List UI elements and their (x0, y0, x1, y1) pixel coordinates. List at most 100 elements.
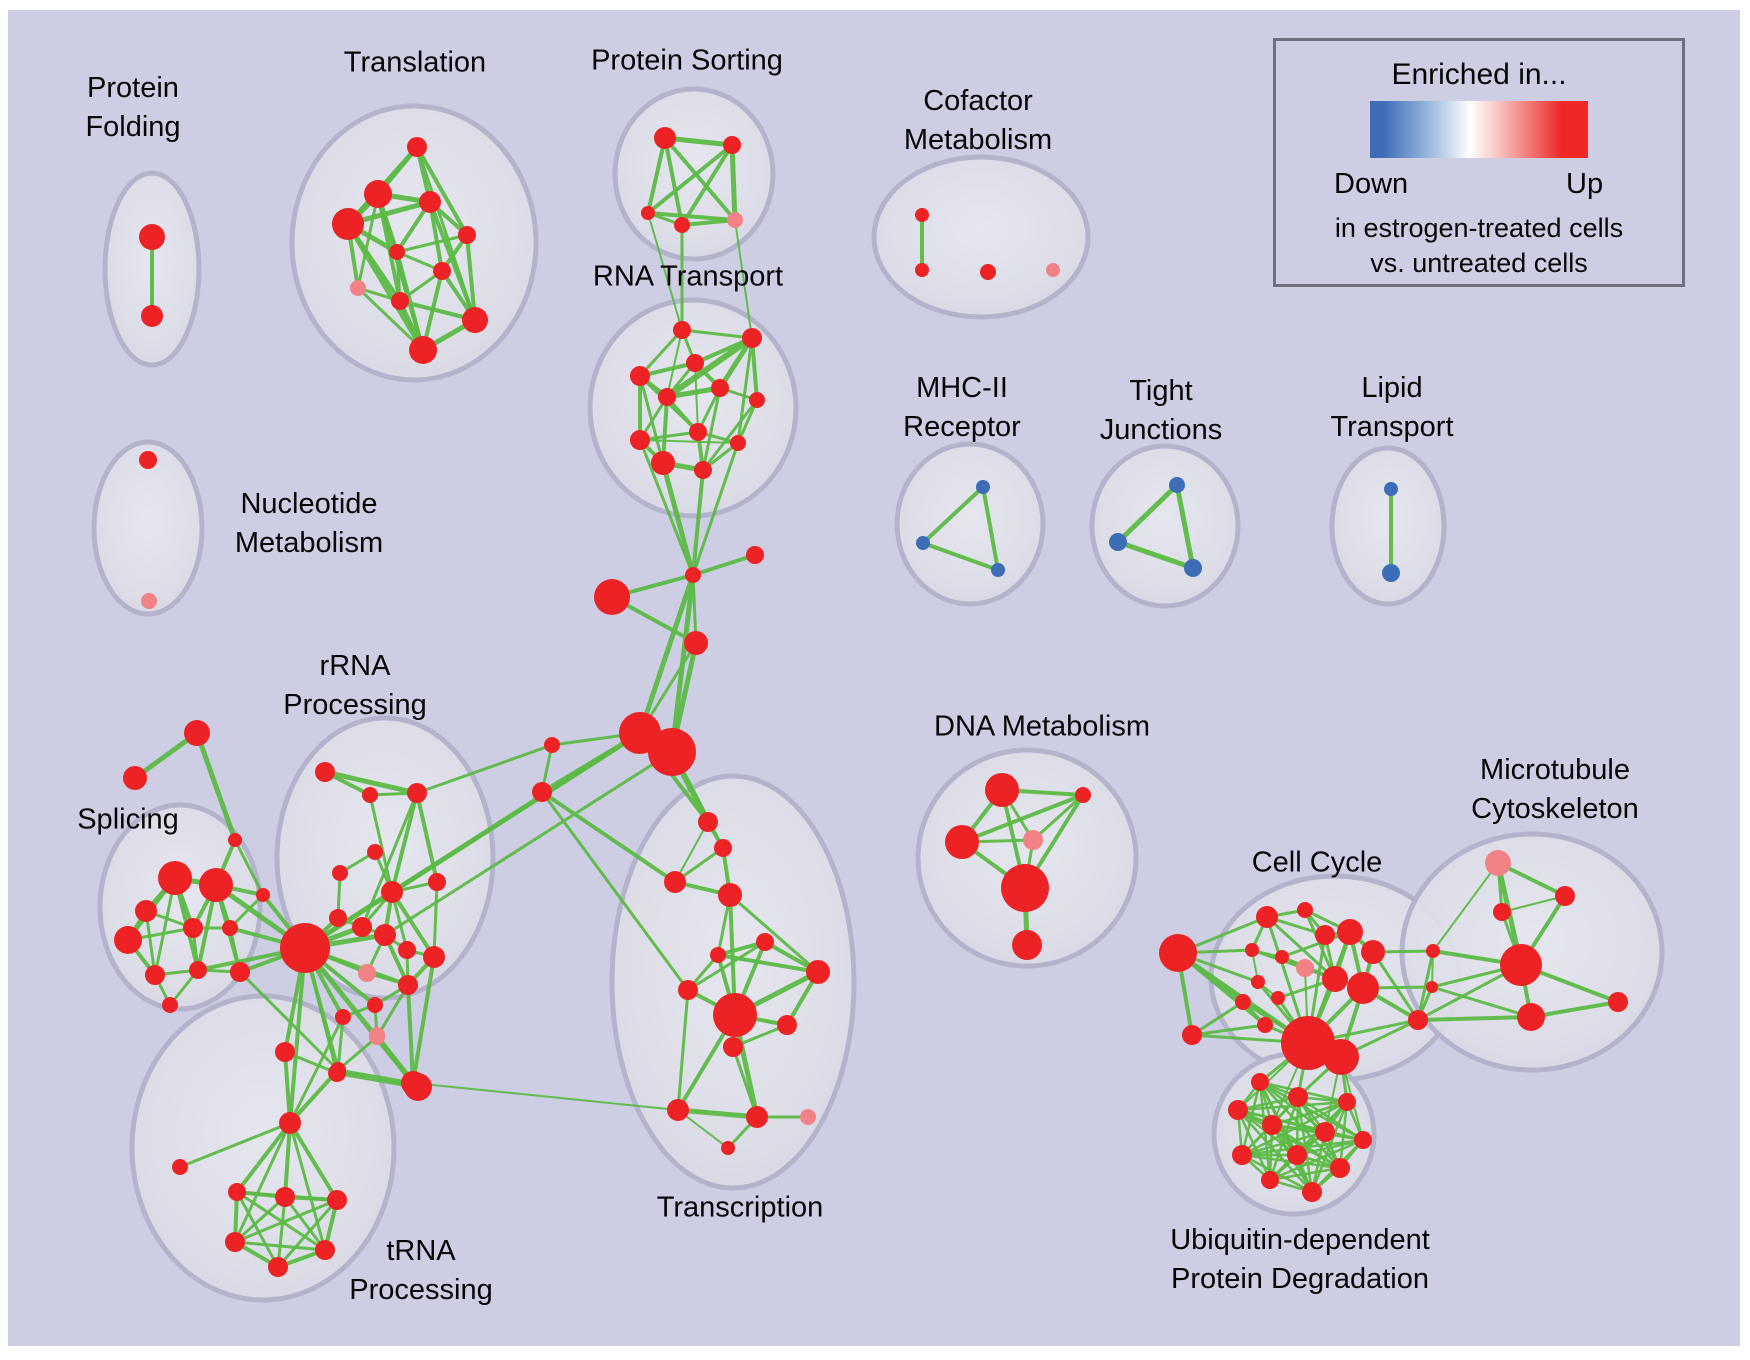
network-node-tr11 (409, 336, 437, 364)
network-node-tr5 (458, 226, 476, 244)
network-node-lp2 (1382, 564, 1400, 582)
network-node-rr20 (428, 873, 446, 891)
network-node-ub11 (1261, 1171, 1279, 1189)
network-node-st3 (228, 833, 242, 847)
cluster-ellipse-mhc-ii-receptor (894, 441, 1046, 607)
network-edge (1296, 1138, 1364, 1157)
network-edge (1191, 1000, 1244, 1037)
network-node-rr12 (398, 941, 416, 959)
network-edge (416, 743, 553, 795)
network-edge (411, 956, 436, 1084)
network-edge (1237, 1095, 1299, 1112)
legend-title: Enriched in... (1391, 58, 1567, 91)
network-edge (337, 1035, 378, 1072)
network-edge (731, 1046, 759, 1118)
network-node-rr7 (280, 923, 330, 973)
network-node-rr14 (398, 975, 418, 995)
network-node-ub3 (1338, 1093, 1356, 1111)
network-edge (428, 201, 444, 272)
network-node-tn10 (328, 1064, 346, 1082)
network-node-dm5 (1001, 864, 1049, 912)
network-node-pf1 (139, 224, 165, 250)
network-edge (1501, 895, 1566, 913)
network-node-rt1 (673, 321, 691, 339)
network-node-cc9 (1337, 919, 1363, 945)
network-edge (729, 144, 738, 221)
network-edge (276, 1199, 339, 1268)
network-edge (701, 387, 722, 471)
network-edge (687, 940, 766, 992)
network-edge (1031, 793, 1085, 842)
network-edge (1530, 1000, 1619, 1019)
cluster-ellipse-trna-processing (129, 993, 397, 1303)
network-node-tc15 (721, 1141, 735, 1155)
network-node-tc8 (806, 960, 830, 984)
network-edge (375, 984, 410, 1038)
network-edge (345, 222, 426, 352)
legend-down-label: Down (1334, 168, 1409, 200)
legend-gradient-bar (1370, 101, 1588, 158)
network-node-tc2 (714, 839, 732, 857)
network-node-st2 (123, 766, 147, 790)
network-node-ub10 (1330, 1158, 1350, 1178)
network-edge (666, 329, 683, 398)
network-node-rr11 (358, 964, 376, 982)
network-edge (233, 839, 265, 896)
network-edge (235, 1191, 280, 1268)
network-node-tj2 (1109, 533, 1127, 551)
network-node-tn1 (279, 1112, 301, 1134)
network-node-ub7 (1354, 1131, 1372, 1149)
network-node-sp10 (230, 962, 250, 982)
network-node-ub2 (1288, 1087, 1308, 1107)
network-node-ch3 (594, 579, 630, 615)
network-edge (540, 790, 677, 884)
network-node-tn9 (275, 1042, 295, 1062)
network-node-tj1 (1169, 477, 1185, 493)
network-node-tj3 (1184, 559, 1202, 577)
network-node-tr10 (462, 307, 488, 333)
network-edge (663, 137, 684, 226)
network-edge (540, 791, 690, 991)
network-node-rt5 (711, 379, 729, 397)
network-node-mc1 (1485, 850, 1511, 876)
network-node-ps2 (723, 136, 741, 154)
network-node-rr4 (367, 844, 383, 860)
network-node-rr1 (315, 762, 335, 782)
network-node-tc13 (746, 1106, 768, 1128)
network-node-cc13 (1271, 991, 1285, 1005)
network-node-cf4 (1046, 263, 1060, 277)
network-node-cc2 (1182, 1025, 1202, 1045)
network-node-cc14 (1322, 966, 1348, 992)
network-node-cf3 (980, 264, 996, 280)
network-node-dm6 (1012, 930, 1042, 960)
network-node-rt4 (630, 366, 650, 386)
network-node-rr15 (367, 997, 383, 1013)
network-node-cc11 (1251, 975, 1265, 989)
network-node-tr9 (391, 292, 409, 310)
network-edge (691, 442, 740, 576)
network-node-ub4 (1228, 1100, 1248, 1120)
network-edge (233, 1122, 292, 1243)
network-node-tr7 (433, 262, 451, 280)
network-edge (428, 201, 477, 321)
network-node-tc12 (667, 1099, 689, 1121)
network-edge (681, 218, 736, 227)
network-node-sp7 (222, 920, 238, 936)
network-node-dm1 (985, 773, 1019, 807)
network-edge (1259, 1080, 1364, 1142)
network-edge (1371, 951, 1420, 1021)
network-node-cc19 (1408, 1010, 1428, 1030)
network-node-rt10 (730, 435, 746, 451)
network-node-tc3 (664, 871, 686, 893)
network-node-cc6 (1275, 950, 1289, 964)
network-node-ch8 (532, 782, 552, 802)
network-node-tc9 (713, 993, 757, 1037)
network-node-sp6 (183, 918, 203, 938)
network-edge (736, 337, 754, 444)
network-edge (921, 485, 985, 545)
network-node-tn3 (228, 1183, 246, 1201)
network-node-dm2 (1075, 787, 1091, 803)
network-edge (234, 1240, 326, 1252)
network-edge (639, 439, 739, 444)
